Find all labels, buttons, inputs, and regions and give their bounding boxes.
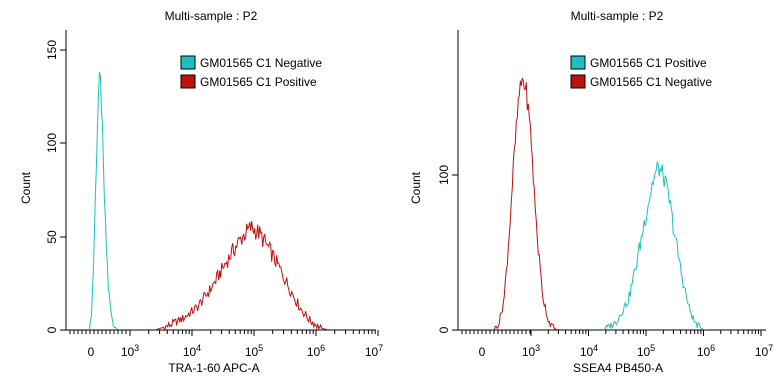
legend-label: GM01565 C1 Negative <box>200 56 322 70</box>
histogram-panel-right: Multi-sample : P2 Count SSEA4 PB450-A 0 … <box>409 9 774 375</box>
legend-label: GM01565 C1 Positive <box>590 56 707 70</box>
y-tick-label: 150 <box>45 40 59 60</box>
series-line-positive <box>602 160 706 331</box>
chart-title: Multi-sample : P2 <box>571 9 664 23</box>
x-tick-label: 103 <box>121 343 139 359</box>
legend-swatch <box>570 55 586 70</box>
legend-label: GM01565 C1 Negative <box>590 75 712 89</box>
y-tick-label: 50 <box>45 230 59 244</box>
x-tick-labels: 0 103 104 105 106 107 <box>88 343 384 359</box>
histogram-panel-left: Multi-sample : P2 Count TRA-1-60 APC-A 0… <box>19 9 384 375</box>
y-axis-title: Count <box>409 171 423 204</box>
x-tick-label: 103 <box>522 343 540 359</box>
x-axis-title: TRA-1-60 APC-A <box>168 361 259 375</box>
x-minor-ticks <box>69 330 379 336</box>
y-ticks: 0 100 <box>437 165 458 333</box>
legend: GM01565 C1 Negative GM01565 C1 Positive <box>180 55 322 89</box>
y-tick-label: 100 <box>45 133 59 153</box>
x-tick-labels: 0 103 104 105 106 107 <box>479 343 774 359</box>
x-tick-label: 106 <box>697 343 715 359</box>
legend: GM01565 C1 Positive GM01565 C1 Negative <box>570 55 712 89</box>
legend-swatch <box>570 74 586 89</box>
y-tick-label: 0 <box>437 326 451 333</box>
x-tick-label: 105 <box>245 343 263 359</box>
x-minor-ticks <box>461 330 762 336</box>
legend-swatch <box>180 74 196 89</box>
legend-swatch <box>180 55 196 70</box>
x-tick-label: 104 <box>580 343 598 359</box>
x-tick-label: 0 <box>479 345 486 359</box>
y-tick-label: 100 <box>437 165 451 185</box>
x-axis-title: SSEA4 PB450-A <box>573 361 663 375</box>
x-tick-label: 106 <box>307 343 325 359</box>
x-tick-label: 104 <box>183 343 201 359</box>
x-tick-label: 107 <box>365 343 383 359</box>
y-tick-label: 0 <box>45 326 59 333</box>
x-tick-label: 105 <box>637 343 655 359</box>
legend-label: GM01565 C1 Positive <box>200 75 317 89</box>
series-line-positive <box>154 220 328 332</box>
y-ticks: 0 50 100 150 <box>45 40 66 333</box>
x-tick-label: 0 <box>88 345 95 359</box>
x-tick-label: 107 <box>755 343 773 359</box>
chart-title: Multi-sample : P2 <box>165 9 258 23</box>
series-line-negative <box>493 78 559 331</box>
y-axis-title: Count <box>19 171 33 204</box>
series-line-negative <box>88 71 118 331</box>
